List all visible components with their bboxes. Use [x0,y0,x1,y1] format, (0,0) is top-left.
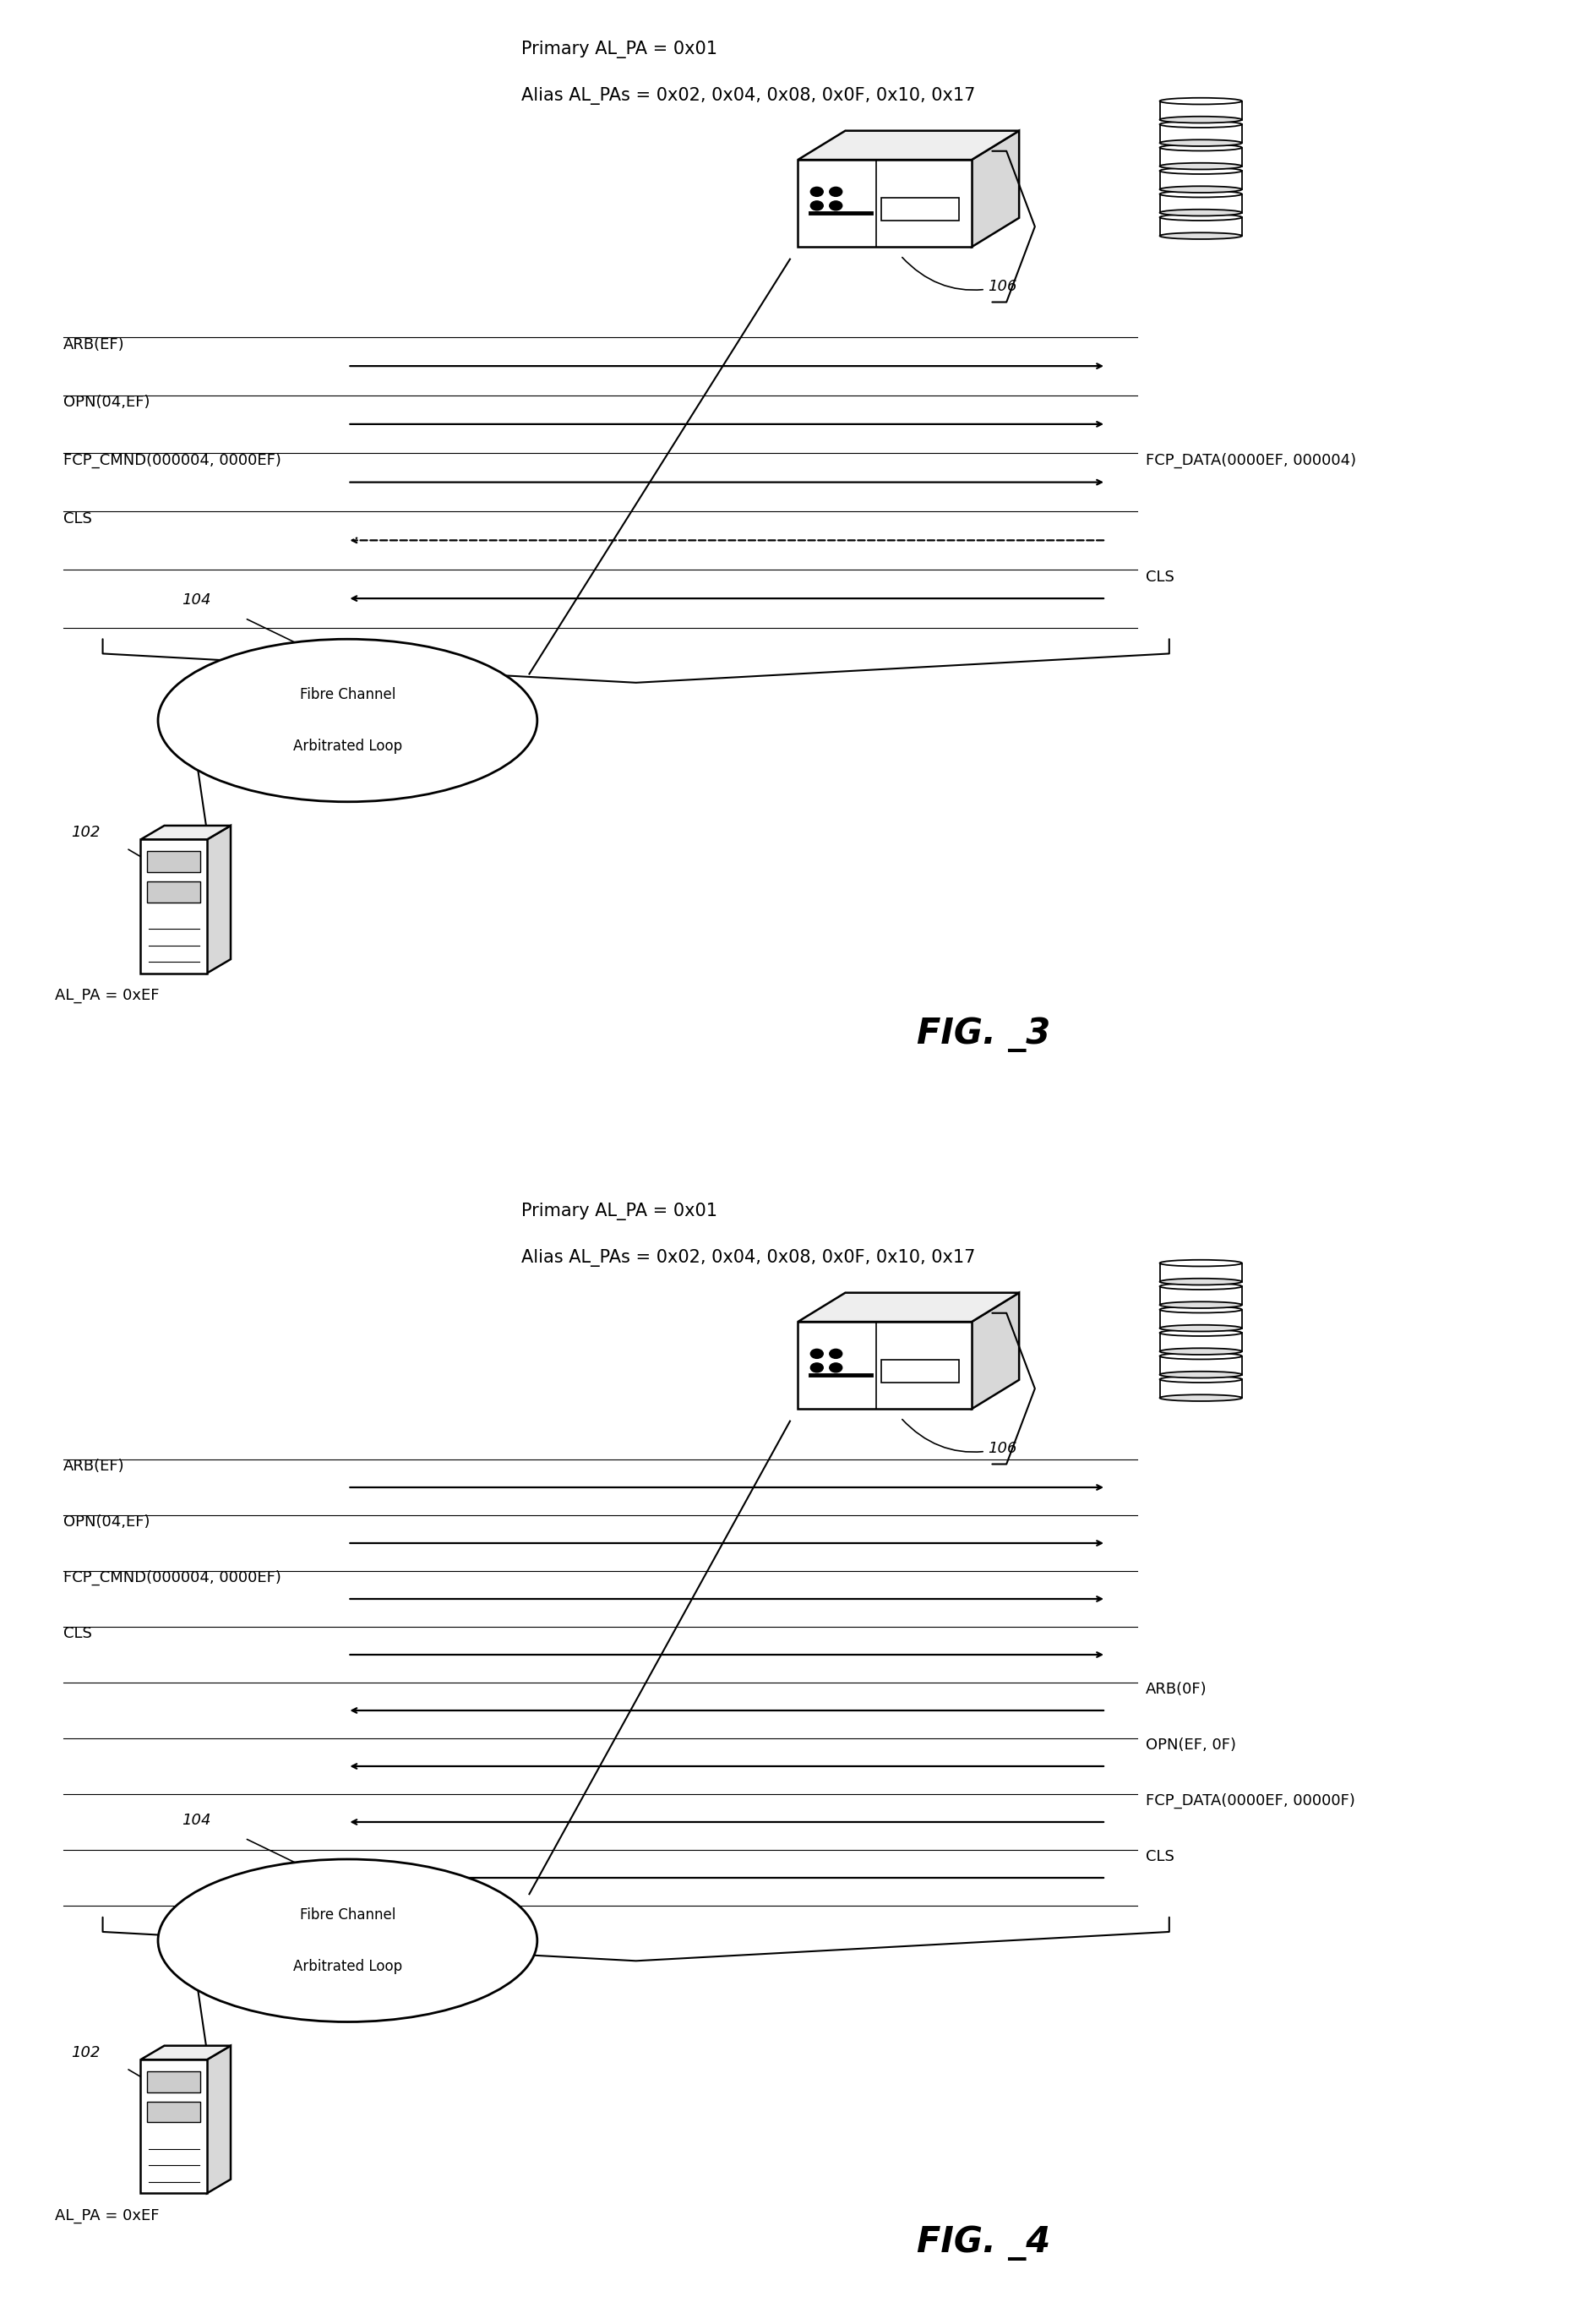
Text: CLS: CLS [63,511,92,528]
Polygon shape [147,2101,201,2122]
Text: Primary AL_PA = 0x01: Primary AL_PA = 0x01 [521,42,717,58]
Polygon shape [798,130,1019,160]
Text: FCP_CMND(000004, 0000EF): FCP_CMND(000004, 0000EF) [63,1569,281,1585]
Text: FCP_DATA(0000EF, 000004): FCP_DATA(0000EF, 000004) [1146,453,1356,469]
Ellipse shape [1160,1353,1242,1360]
Text: 106: 106 [902,258,1016,293]
Ellipse shape [1160,1278,1242,1285]
Ellipse shape [1160,209,1242,216]
Text: Fibre Channel: Fibre Channel [300,1908,395,1922]
Text: Primary AL_PA = 0x01: Primary AL_PA = 0x01 [521,1204,717,1220]
Text: Fibre Channel: Fibre Channel [300,688,395,702]
Text: ARB(EF): ARB(EF) [63,337,125,353]
Circle shape [811,1348,823,1357]
Text: CLS: CLS [1146,569,1174,586]
Text: FIG. _3: FIG. _3 [916,1016,1051,1053]
Circle shape [830,1348,842,1357]
Polygon shape [147,851,201,872]
Polygon shape [1160,1264,1242,1283]
Polygon shape [207,825,231,974]
Text: OPN(04,EF): OPN(04,EF) [63,395,150,411]
Polygon shape [1160,1380,1242,1399]
Polygon shape [147,881,201,902]
Text: 104: 104 [182,1813,210,1827]
Ellipse shape [1160,139,1242,146]
Polygon shape [1160,1311,1242,1329]
Ellipse shape [1160,1283,1242,1290]
Ellipse shape [1160,214,1242,221]
Text: OPN(EF, 0F): OPN(EF, 0F) [1146,1736,1236,1752]
Ellipse shape [1160,1348,1242,1355]
Polygon shape [141,825,231,839]
Text: 102: 102 [71,825,100,839]
Circle shape [811,202,823,211]
Ellipse shape [1160,232,1242,239]
Text: FCP_DATA(0000EF, 00000F): FCP_DATA(0000EF, 00000F) [1146,1792,1356,1808]
Ellipse shape [1160,1371,1242,1378]
Polygon shape [1160,125,1242,144]
Ellipse shape [1160,116,1242,123]
Polygon shape [1160,218,1242,237]
Text: ARB(0F): ARB(0F) [1146,1680,1207,1697]
Text: 102: 102 [71,2045,100,2059]
Text: Arbitrated Loop: Arbitrated Loop [292,739,403,753]
Ellipse shape [1160,1329,1242,1336]
Polygon shape [1160,1357,1242,1376]
Ellipse shape [158,639,537,802]
Ellipse shape [1160,1394,1242,1401]
Polygon shape [798,160,972,246]
Polygon shape [972,1292,1019,1408]
Ellipse shape [1160,98,1242,105]
Text: 104: 104 [182,593,210,607]
Ellipse shape [1160,191,1242,198]
Text: FIG. _4: FIG. _4 [916,2224,1051,2261]
Ellipse shape [1160,167,1242,174]
Ellipse shape [1160,144,1242,151]
Ellipse shape [1160,1260,1242,1267]
Text: CLS: CLS [63,1624,92,1641]
Text: CLS: CLS [1146,1848,1174,1864]
Polygon shape [798,1322,972,1408]
Circle shape [830,1362,842,1371]
Polygon shape [141,2045,231,2059]
Text: ARB(EF): ARB(EF) [63,1457,125,1473]
Text: 106: 106 [902,1420,1016,1455]
Circle shape [830,202,842,211]
Polygon shape [147,2071,201,2092]
Ellipse shape [158,1859,537,2022]
Polygon shape [972,130,1019,246]
Ellipse shape [1160,1376,1242,1383]
Ellipse shape [1160,1306,1242,1313]
Circle shape [811,1362,823,1371]
Ellipse shape [1160,1325,1242,1332]
Text: AL_PA = 0xEF: AL_PA = 0xEF [55,2208,160,2224]
Ellipse shape [1160,186,1242,193]
Text: Alias AL_PAs = 0x02, 0x04, 0x08, 0x0F, 0x10, 0x17: Alias AL_PAs = 0x02, 0x04, 0x08, 0x0F, 0… [521,1250,975,1267]
Ellipse shape [1160,121,1242,128]
Text: Arbitrated Loop: Arbitrated Loop [292,1959,403,1973]
Polygon shape [141,839,207,974]
Polygon shape [1160,172,1242,191]
Ellipse shape [1160,1301,1242,1308]
Polygon shape [141,2059,207,2194]
Text: OPN(04,EF): OPN(04,EF) [63,1513,150,1529]
Polygon shape [798,1292,1019,1322]
Polygon shape [1160,149,1242,167]
Polygon shape [1160,1287,1242,1306]
Polygon shape [1160,102,1242,121]
Circle shape [811,188,823,198]
Polygon shape [1160,1332,1242,1353]
Ellipse shape [1160,163,1242,170]
Polygon shape [1160,195,1242,214]
Text: AL_PA = 0xEF: AL_PA = 0xEF [55,988,160,1004]
Text: Alias AL_PAs = 0x02, 0x04, 0x08, 0x0F, 0x10, 0x17: Alias AL_PAs = 0x02, 0x04, 0x08, 0x0F, 0… [521,88,975,105]
Polygon shape [207,2045,231,2194]
Text: FCP_CMND(000004, 0000EF): FCP_CMND(000004, 0000EF) [63,453,281,469]
Circle shape [830,188,842,198]
